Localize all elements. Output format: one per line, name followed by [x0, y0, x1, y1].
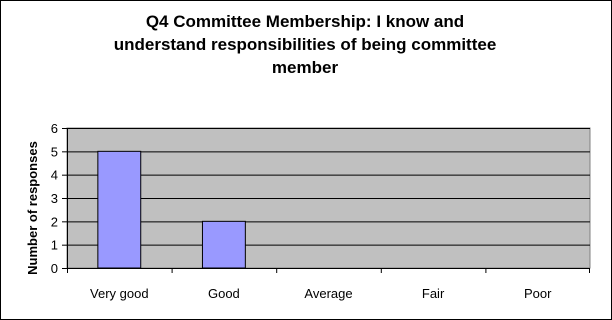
chart-title-line-3: member: [271, 58, 339, 77]
y-tick-label: 2: [51, 214, 58, 229]
y-axis-label: Number of responses: [25, 141, 40, 275]
x-category-label: Poor: [524, 286, 552, 301]
chart-title: Q4 Committee Membership: I know and unde…: [40, 10, 570, 79]
bar: [97, 150, 142, 269]
y-tick-label: 5: [51, 144, 58, 159]
x-category-label: Good: [208, 286, 240, 301]
bar: [201, 220, 246, 269]
x-category-label: Fair: [422, 286, 445, 301]
y-tick-label: 1: [51, 238, 58, 253]
chart-title-line-1: Q4 Committee Membership: I know and: [145, 12, 465, 31]
y-tick-label: 6: [51, 121, 58, 136]
x-category-label: Very good: [90, 286, 149, 301]
chart-title-line-2: understand responsibilities of being com…: [113, 35, 497, 54]
y-tick-label: 4: [51, 168, 58, 183]
x-category-label: Average: [304, 286, 352, 301]
y-tick-label: 0: [51, 261, 58, 276]
y-tick-label: 3: [51, 191, 58, 206]
